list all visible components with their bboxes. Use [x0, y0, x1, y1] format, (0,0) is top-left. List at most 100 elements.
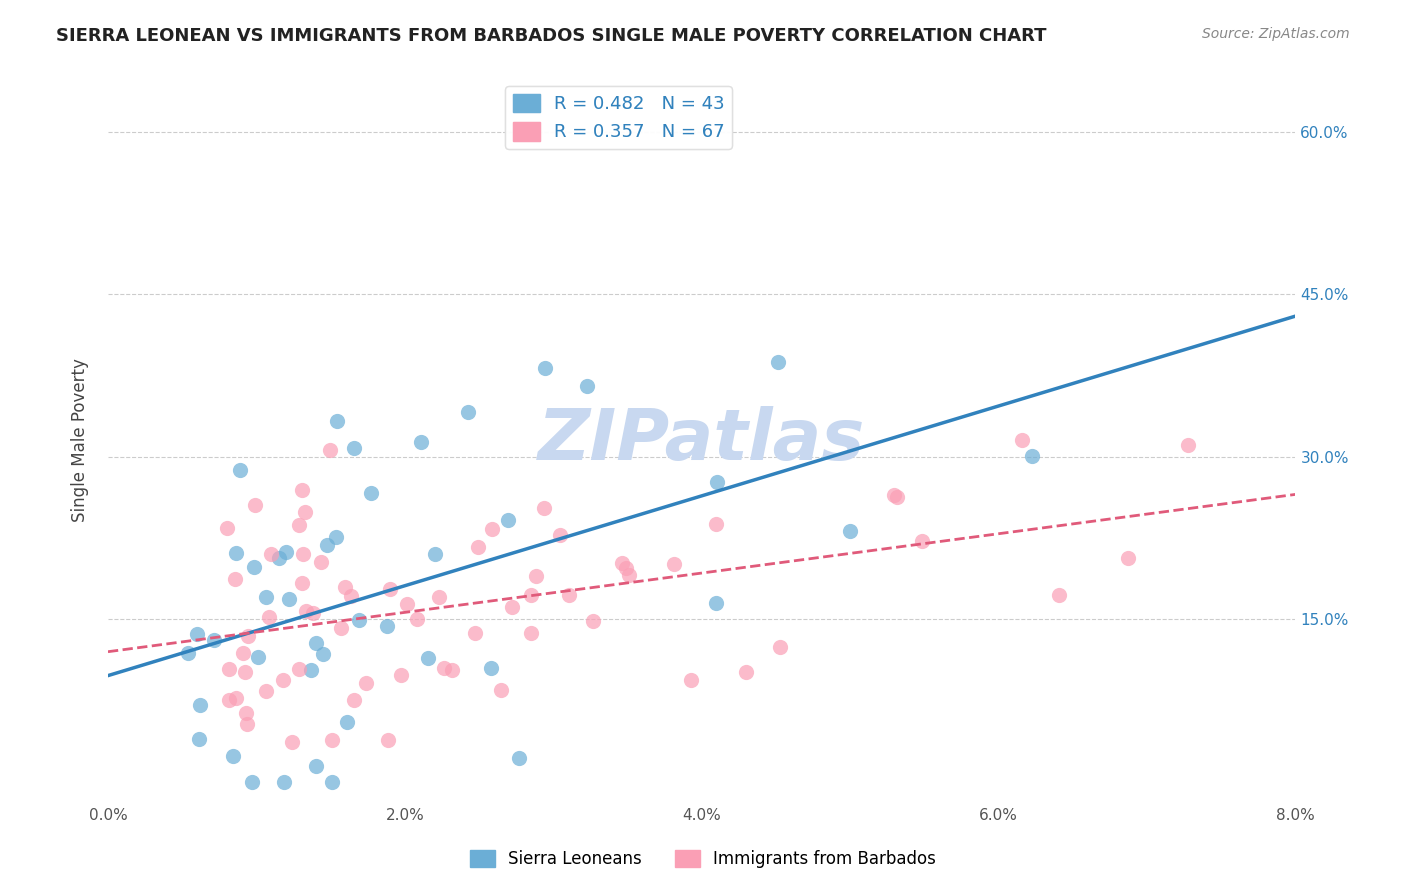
Text: SIERRA LEONEAN VS IMMIGRANTS FROM BARBADOS SINGLE MALE POVERTY CORRELATION CHART: SIERRA LEONEAN VS IMMIGRANTS FROM BARBAD…	[56, 27, 1046, 45]
Point	[911, 534, 934, 549]
Point	[576, 379, 599, 393]
Legend: R = 0.482   N = 43, R = 0.357   N = 67: R = 0.482 N = 43, R = 0.357 N = 67	[505, 87, 733, 149]
Point	[218, 662, 240, 676]
Point	[225, 691, 247, 706]
Point	[375, 618, 398, 632]
Point	[433, 661, 456, 675]
Point	[315, 538, 337, 552]
Point	[425, 547, 447, 561]
Point	[706, 475, 728, 490]
Point	[440, 663, 463, 677]
Point	[177, 646, 200, 660]
Y-axis label: Single Male Poverty: Single Male Poverty	[72, 359, 89, 523]
Point	[325, 530, 347, 544]
Point	[236, 716, 259, 731]
Point	[329, 621, 352, 635]
Point	[838, 524, 860, 539]
Point	[489, 683, 512, 698]
Point	[326, 413, 349, 427]
Point	[311, 648, 333, 662]
Point	[481, 522, 503, 536]
Point	[305, 636, 328, 650]
Point	[735, 665, 758, 680]
Point	[558, 588, 581, 602]
Point	[343, 693, 366, 707]
Point	[335, 580, 357, 594]
Point	[769, 640, 792, 655]
Point	[1177, 438, 1199, 452]
Point	[299, 663, 322, 677]
Text: ZIPatlas: ZIPatlas	[538, 406, 866, 475]
Legend: Sierra Leoneans, Immigrants from Barbados: Sierra Leoneans, Immigrants from Barbado…	[463, 843, 943, 875]
Point	[229, 463, 252, 477]
Text: Source: ZipAtlas.com: Source: ZipAtlas.com	[1202, 27, 1350, 41]
Point	[188, 698, 211, 713]
Point	[427, 590, 450, 604]
Point	[464, 626, 486, 640]
Point	[389, 668, 412, 682]
Point	[291, 575, 314, 590]
Point	[340, 589, 363, 603]
Point	[467, 540, 489, 554]
Point	[218, 693, 240, 707]
Point	[406, 612, 429, 626]
Point	[311, 555, 333, 569]
Point	[704, 516, 727, 531]
Point	[533, 361, 555, 376]
Point	[520, 625, 543, 640]
Point	[533, 501, 555, 516]
Point	[260, 547, 283, 561]
Point	[305, 758, 328, 772]
Point	[457, 405, 479, 419]
Point	[215, 521, 238, 535]
Point	[614, 561, 637, 575]
Point	[243, 499, 266, 513]
Point	[294, 506, 316, 520]
Point	[273, 775, 295, 789]
Point	[501, 600, 523, 615]
Point	[508, 750, 530, 764]
Point	[336, 714, 359, 729]
Point	[479, 661, 502, 675]
Point	[235, 706, 257, 720]
Point	[1047, 588, 1070, 602]
Point	[524, 569, 547, 583]
Point	[274, 545, 297, 559]
Point	[246, 649, 269, 664]
Point	[1116, 550, 1139, 565]
Point	[202, 633, 225, 648]
Point	[520, 588, 543, 602]
Point	[612, 556, 634, 570]
Point	[224, 572, 246, 586]
Point	[380, 582, 402, 596]
Point	[281, 734, 304, 748]
Point	[254, 591, 277, 605]
Point	[291, 547, 314, 561]
Point	[617, 567, 640, 582]
Point	[225, 546, 247, 560]
Point	[548, 527, 571, 541]
Point	[321, 775, 343, 789]
Point	[766, 355, 789, 369]
Point	[496, 513, 519, 527]
Point	[582, 615, 605, 629]
Point	[240, 775, 263, 789]
Point	[236, 630, 259, 644]
Point	[1021, 449, 1043, 463]
Point	[343, 441, 366, 455]
Point	[302, 606, 325, 620]
Point	[681, 673, 703, 687]
Point	[186, 627, 208, 641]
Point	[664, 557, 686, 571]
Point	[318, 442, 340, 457]
Point	[273, 673, 295, 688]
Point	[187, 732, 209, 747]
Point	[321, 733, 343, 747]
Point	[232, 646, 254, 660]
Point	[257, 610, 280, 624]
Point	[409, 435, 432, 450]
Point	[1011, 433, 1033, 447]
Point	[288, 661, 311, 675]
Point	[354, 676, 377, 690]
Point	[886, 490, 908, 504]
